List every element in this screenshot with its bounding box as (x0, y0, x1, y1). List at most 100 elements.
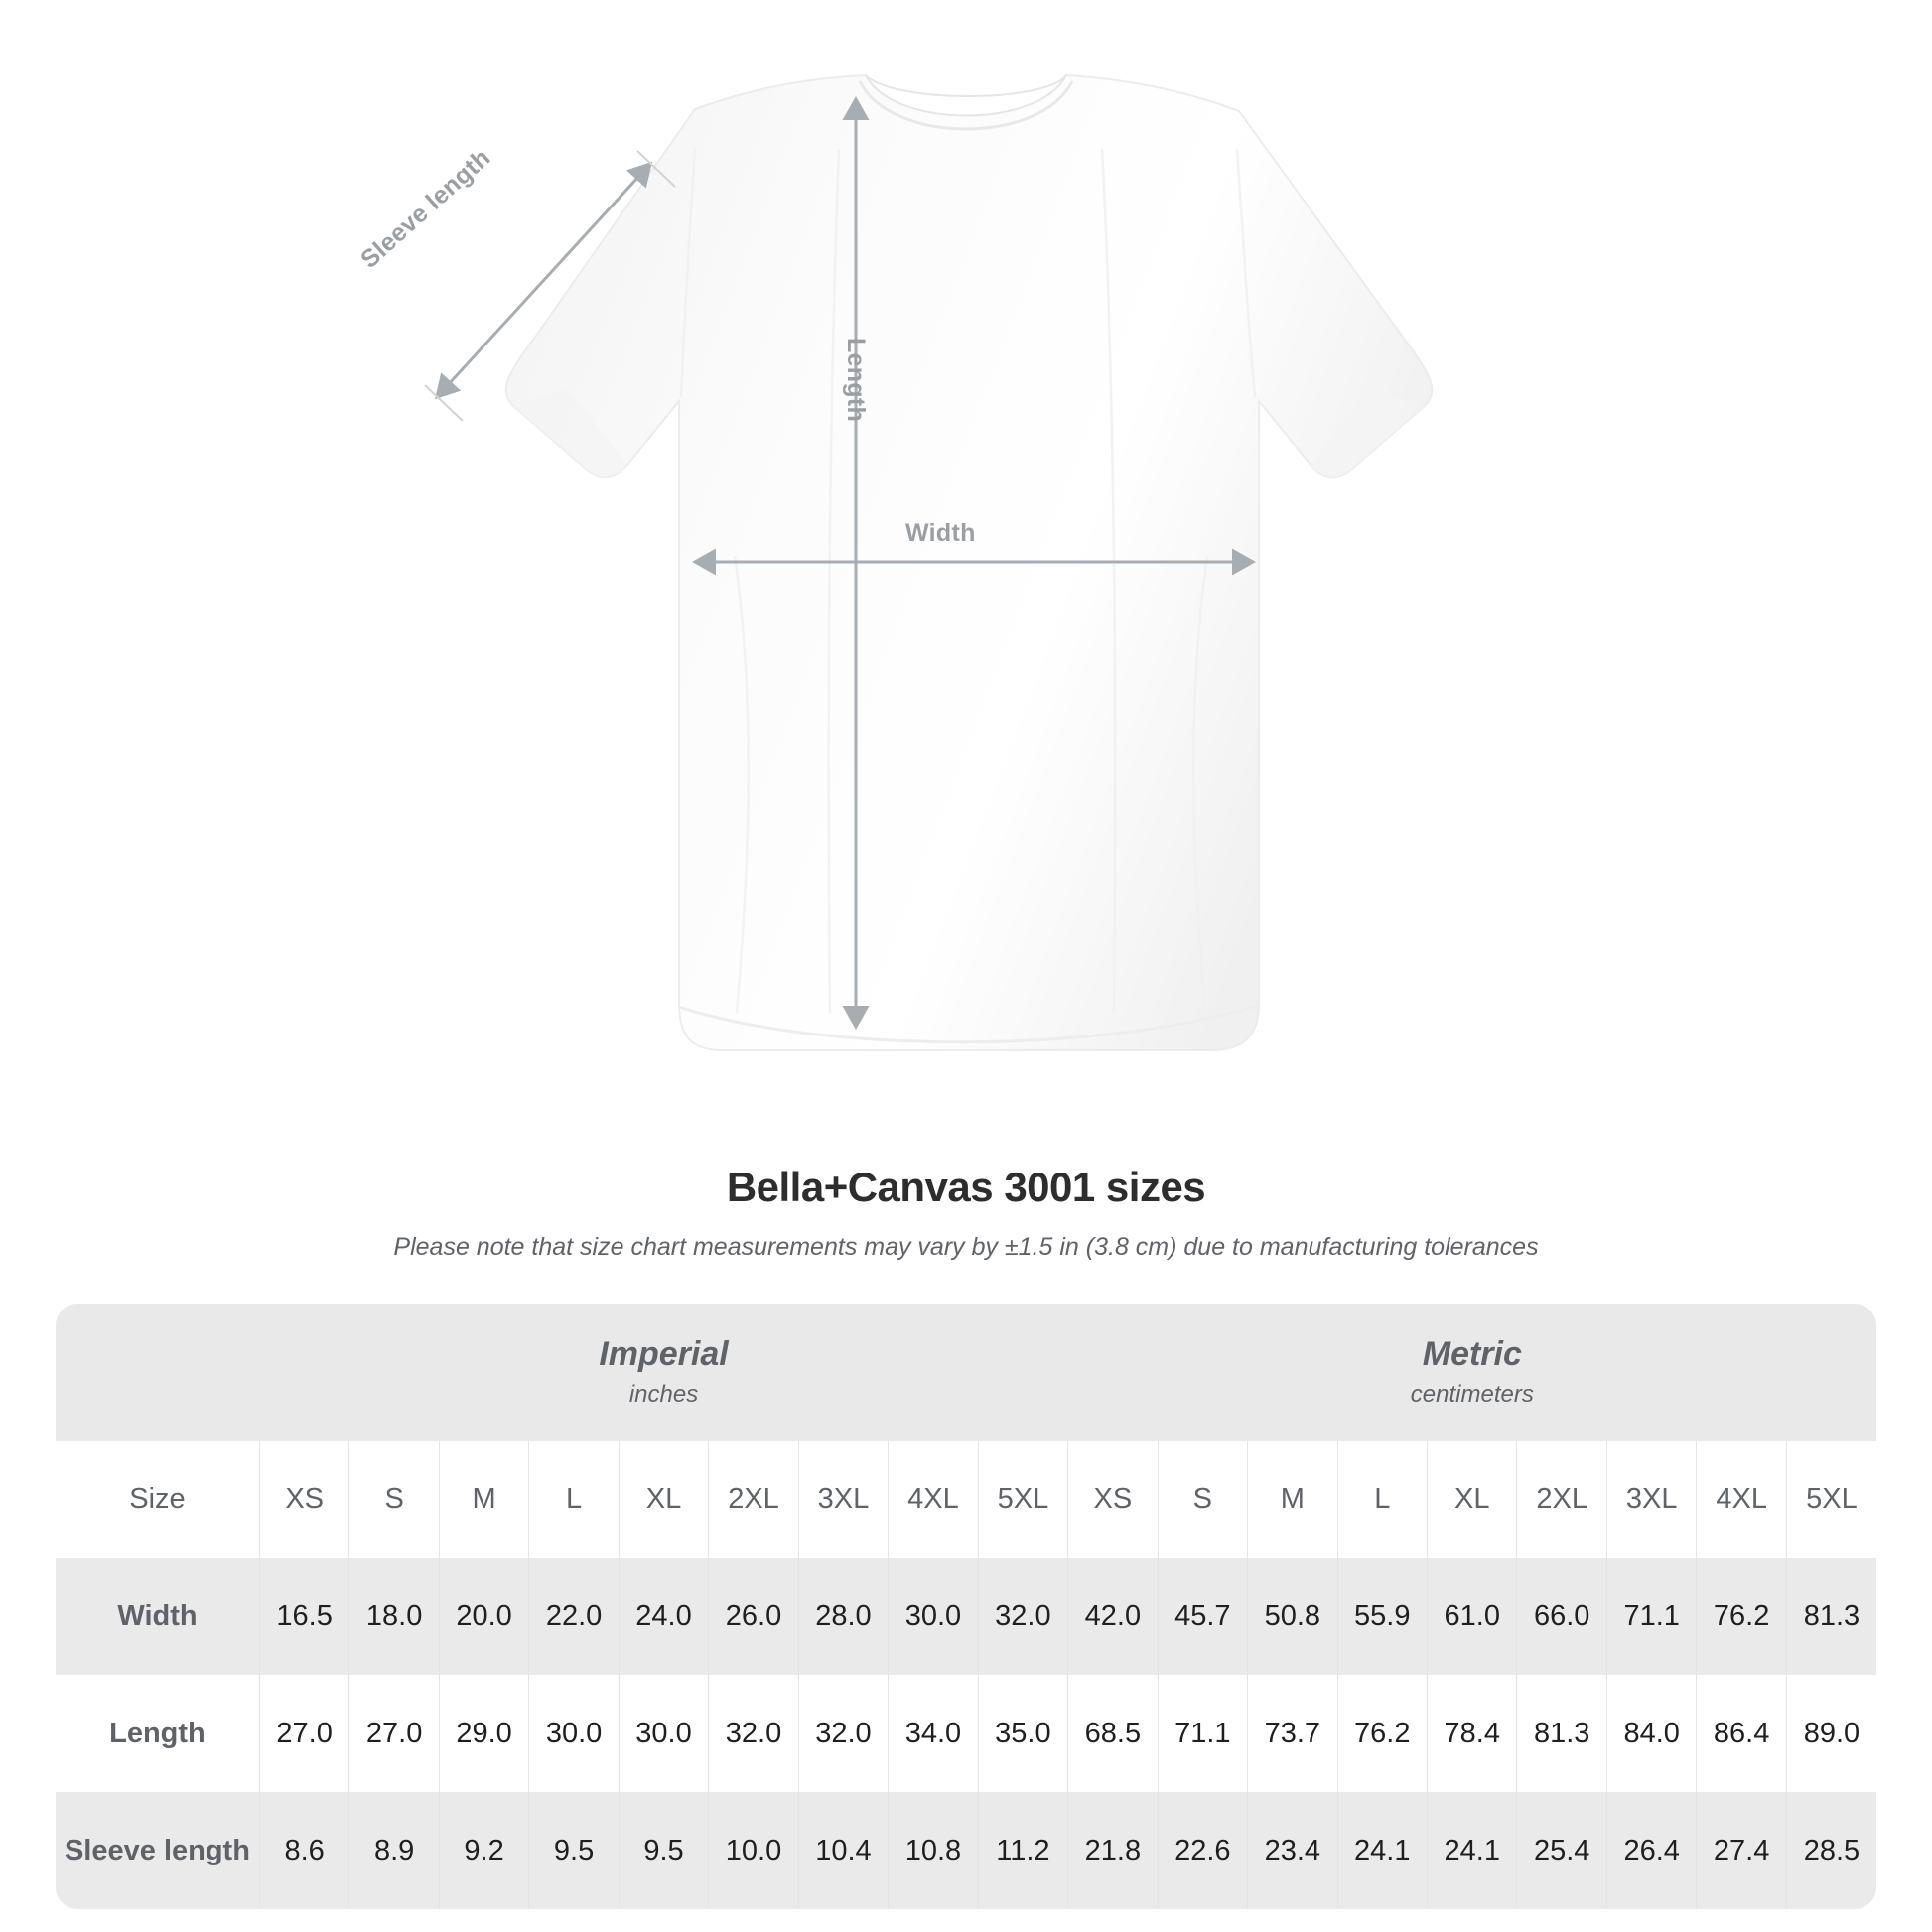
cell-width-metric-m: 50.8 (1247, 1558, 1338, 1675)
cell-width-metric-xs: 42.0 (1067, 1558, 1159, 1675)
size-col-metric-xl: XL (1427, 1441, 1517, 1558)
page-title: Bella+Canvas 3001 sizes (726, 1164, 1206, 1210)
right-sleeve-hem (1311, 389, 1426, 478)
unit-header-imperial: Imperial inches (259, 1304, 1068, 1441)
neckline-seam (858, 80, 1074, 131)
size-col-imperial-2xl: 2XL (708, 1441, 799, 1558)
cell-width-imperial-3xl: 28.0 (797, 1558, 889, 1675)
size-col-imperial-xl: XL (618, 1441, 709, 1558)
cell-length-imperial-s: 27.0 (348, 1675, 440, 1792)
size-col-imperial-3xl: 3XL (797, 1441, 889, 1558)
cell-width-metric-4xl: 76.2 (1696, 1558, 1787, 1675)
size-col-metric-s: S (1157, 1441, 1248, 1558)
unit-header-row: Imperial inches Metric centimeters (56, 1304, 1876, 1441)
size-col-imperial-4xl: 4XL (888, 1441, 979, 1558)
unit-header-spacer (56, 1304, 260, 1441)
cell-sleeve-imperial-m: 9.2 (438, 1792, 529, 1909)
cell-length-metric-xl: 78.4 (1427, 1675, 1517, 1792)
size-table-container: Imperial inches Metric centimeters Size … (56, 1304, 1876, 1909)
row-label-sleeve-length: Sleeve length (56, 1792, 260, 1909)
size-header-label: Size (56, 1441, 260, 1558)
size-header-row: Size XS S M L XL 2XL 3XL 4XL 5XL XS S M … (56, 1441, 1876, 1558)
table-row: Width 16.5 18.0 20.0 22.0 24.0 26.0 28.0… (56, 1558, 1876, 1675)
cell-width-imperial-l: 22.0 (528, 1558, 620, 1675)
cell-sleeve-metric-xs: 21.8 (1067, 1792, 1159, 1909)
cell-sleeve-metric-4xl: 27.4 (1696, 1792, 1787, 1909)
cell-sleeve-imperial-4xl: 10.8 (888, 1792, 979, 1909)
width-dimension-label: Width (905, 519, 976, 547)
cell-width-imperial-xl: 24.0 (618, 1558, 709, 1675)
left-sleeve-hem (512, 389, 627, 478)
cell-width-metric-l: 55.9 (1336, 1558, 1428, 1675)
size-col-metric-m: M (1247, 1441, 1338, 1558)
cell-length-metric-s: 71.1 (1157, 1675, 1248, 1792)
cell-length-metric-3xl: 84.0 (1605, 1675, 1697, 1792)
tolerance-note: Please note that size chart measurements… (393, 1233, 1539, 1261)
fabric-folds (679, 148, 1257, 1014)
cell-length-imperial-4xl: 34.0 (888, 1675, 979, 1792)
cell-sleeve-imperial-xs: 8.6 (258, 1792, 349, 1909)
cell-sleeve-metric-m: 23.4 (1247, 1792, 1338, 1909)
cell-width-metric-xl: 61.0 (1427, 1558, 1517, 1675)
size-col-imperial-m: M (438, 1441, 529, 1558)
size-col-imperial-s: S (348, 1441, 440, 1558)
size-table: Imperial inches Metric centimeters Size … (56, 1304, 1876, 1909)
cell-sleeve-imperial-3xl: 10.4 (797, 1792, 889, 1909)
cell-width-metric-s: 45.7 (1157, 1558, 1248, 1675)
cell-width-imperial-5xl: 32.0 (977, 1558, 1068, 1675)
collar-ribbing (865, 74, 1067, 117)
cell-length-metric-4xl: 86.4 (1696, 1675, 1787, 1792)
cell-width-metric-5xl: 81.3 (1785, 1558, 1876, 1675)
cell-length-imperial-xs: 27.0 (258, 1675, 349, 1792)
unit-sub-metric: centimeters (1410, 1380, 1534, 1408)
table-row: Length 27.0 27.0 29.0 30.0 30.0 32.0 32.… (56, 1675, 1876, 1792)
unit-sub-imperial: inches (628, 1380, 699, 1408)
row-label-length: Length (56, 1675, 260, 1792)
cell-length-metric-5xl: 89.0 (1785, 1675, 1876, 1792)
sleeve-tick-lower (424, 384, 464, 422)
cell-length-metric-xs: 68.5 (1067, 1675, 1159, 1792)
unit-name-imperial: Imperial (599, 1335, 729, 1374)
size-col-imperial-5xl: 5XL (977, 1441, 1068, 1558)
cell-sleeve-metric-l: 24.1 (1336, 1792, 1428, 1909)
table-row: Sleeve length 8.6 8.9 9.2 9.5 9.5 10.0 1… (56, 1792, 1876, 1909)
cell-length-imperial-m: 29.0 (438, 1675, 529, 1792)
cell-width-metric-2xl: 66.0 (1516, 1558, 1607, 1675)
cell-width-imperial-m: 20.0 (438, 1558, 529, 1675)
cell-length-imperial-5xl: 35.0 (977, 1675, 1068, 1792)
size-col-metric-2xl: 2XL (1516, 1441, 1607, 1558)
cell-sleeve-metric-s: 22.6 (1157, 1792, 1248, 1909)
cell-length-metric-l: 76.2 (1336, 1675, 1428, 1792)
tshirt-illustration (424, 73, 1434, 1051)
bottom-hem (678, 1003, 1260, 1044)
cell-length-metric-2xl: 81.3 (1516, 1675, 1607, 1792)
size-col-metric-4xl: 4XL (1696, 1441, 1787, 1558)
size-col-imperial-xs: XS (258, 1441, 349, 1558)
cell-width-metric-3xl: 71.1 (1605, 1558, 1697, 1675)
cell-sleeve-imperial-s: 8.9 (348, 1792, 440, 1909)
size-col-metric-l: L (1336, 1441, 1428, 1558)
cell-sleeve-metric-xl: 24.1 (1427, 1792, 1517, 1909)
cell-sleeve-imperial-xl: 9.5 (618, 1792, 709, 1909)
cell-width-imperial-xs: 16.5 (258, 1558, 349, 1675)
size-col-imperial-l: L (528, 1441, 620, 1558)
unit-header-metric: Metric centimeters (1067, 1304, 1876, 1441)
cell-sleeve-imperial-5xl: 11.2 (977, 1792, 1068, 1909)
sleeve-tick-upper (636, 150, 676, 188)
cell-sleeve-metric-3xl: 26.4 (1605, 1792, 1697, 1909)
cell-length-metric-m: 73.7 (1247, 1675, 1338, 1792)
cell-length-imperial-2xl: 32.0 (708, 1675, 799, 1792)
row-label-width: Width (56, 1558, 260, 1675)
cell-width-imperial-4xl: 30.0 (888, 1558, 979, 1675)
title-block: Bella+Canvas 3001 sizes Please note that… (0, 1164, 1932, 1262)
size-col-metric-xs: XS (1067, 1441, 1159, 1558)
cell-sleeve-metric-5xl: 28.5 (1785, 1792, 1876, 1909)
cell-sleeve-imperial-2xl: 10.0 (708, 1792, 799, 1909)
cell-width-imperial-2xl: 26.0 (708, 1558, 799, 1675)
cell-length-imperial-xl: 30.0 (618, 1675, 709, 1792)
cell-sleeve-imperial-l: 9.5 (528, 1792, 620, 1909)
size-col-metric-3xl: 3XL (1605, 1441, 1697, 1558)
length-dimension-label: Length (842, 338, 870, 423)
cell-length-imperial-3xl: 32.0 (797, 1675, 889, 1792)
